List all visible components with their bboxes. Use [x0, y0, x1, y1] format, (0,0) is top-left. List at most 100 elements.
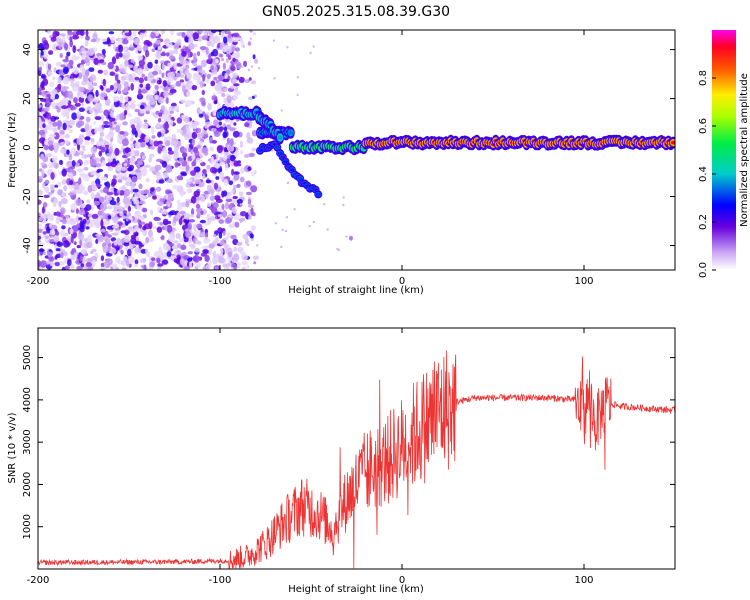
- noise-blob: [192, 62, 198, 66]
- noise-speck: [296, 76, 300, 79]
- noise-blob: [127, 112, 132, 117]
- noise-blob: [58, 41, 62, 49]
- noise-blob: [214, 195, 221, 201]
- noise-blob: [222, 88, 228, 92]
- noise-blob: [38, 104, 42, 109]
- noise-blob: [223, 178, 229, 187]
- noise-blob: [38, 212, 41, 216]
- noise-blob: [130, 58, 135, 63]
- noise-speck: [345, 235, 348, 238]
- noise-blob: [63, 185, 68, 192]
- noise-blob: [181, 32, 186, 38]
- noise-blob: [210, 179, 214, 185]
- noise-blob: [90, 256, 98, 263]
- noise-speck: [296, 93, 299, 97]
- noise-blob: [87, 234, 92, 240]
- noise-blob: [47, 140, 54, 146]
- noise-blob: [166, 251, 172, 257]
- noise-blob: [131, 127, 137, 135]
- noise-blob: [218, 121, 222, 126]
- noise-blob: [201, 181, 205, 187]
- noise-blob: [165, 136, 172, 140]
- noise-blob: [84, 139, 90, 146]
- noise-blob: [144, 105, 152, 112]
- noise-blob: [176, 38, 182, 44]
- noise-blob: [84, 124, 90, 132]
- noise-blob: [184, 36, 189, 43]
- noise-blob: [124, 109, 128, 116]
- noise-blob: [61, 225, 66, 230]
- noise-blob: [90, 138, 95, 142]
- noise-blob: [204, 114, 209, 121]
- noise-blob: [224, 201, 230, 210]
- noise-blob: [248, 77, 252, 81]
- noise-blob: [48, 162, 55, 169]
- noise-blob: [80, 91, 85, 99]
- x-tick-label: -100: [209, 575, 232, 586]
- noise-blob: [236, 198, 243, 205]
- noise-blob: [222, 210, 228, 218]
- noise-blob: [124, 32, 131, 37]
- snr-frame: [37, 327, 676, 570]
- noise-blob: [133, 117, 139, 124]
- noise-blob: [58, 159, 64, 166]
- noise-blob: [115, 257, 119, 263]
- noise-blob: [143, 264, 147, 270]
- noise-blob: [219, 53, 224, 58]
- noise-blob: [245, 180, 252, 187]
- noise-blob: [55, 211, 61, 217]
- noise-blob: [114, 74, 119, 82]
- noise-blob: [96, 141, 102, 147]
- noise-blob: [93, 221, 99, 226]
- noise-blob: [179, 237, 185, 242]
- noise-blob: [163, 90, 169, 98]
- noise-blob: [62, 107, 67, 114]
- noise-blob: [125, 103, 130, 110]
- noise-blob: [231, 72, 238, 79]
- noise-blob: [191, 131, 198, 139]
- noise-blob: [199, 80, 204, 89]
- noise-blob: [213, 119, 219, 126]
- noise-blob: [79, 238, 83, 246]
- noise-blob: [131, 170, 137, 176]
- noise-speck: [256, 244, 259, 247]
- noise-blob: [55, 105, 59, 109]
- noise-blob: [46, 112, 52, 120]
- noise-blob: [145, 49, 150, 58]
- noise-blob: [151, 126, 155, 134]
- noise-blob: [167, 150, 174, 155]
- noise-blob: [222, 78, 230, 83]
- noise-blob: [121, 215, 127, 220]
- noise-blob: [251, 147, 257, 152]
- noise-blob: [47, 251, 53, 259]
- noise-blob: [194, 44, 198, 47]
- noise-blob: [102, 38, 107, 42]
- noise-blob: [148, 235, 155, 243]
- noise-blob: [119, 190, 125, 196]
- noise-blob: [47, 30, 52, 34]
- noise-speck: [247, 68, 250, 72]
- noise-blob: [246, 265, 250, 269]
- noise-blob: [233, 149, 240, 158]
- noise-blob: [196, 223, 203, 229]
- noise-blob: [191, 84, 198, 91]
- noise-blob: [79, 86, 85, 92]
- noise-blob: [105, 88, 112, 93]
- noise-blob: [179, 66, 184, 75]
- noise-blob: [164, 225, 168, 231]
- noise-blob: [225, 58, 229, 64]
- noise-blob: [118, 69, 125, 73]
- noise-blob: [111, 178, 117, 186]
- noise-blob: [196, 240, 202, 245]
- noise-blob: [119, 63, 124, 68]
- noise-blob: [136, 172, 142, 180]
- noise-blob: [105, 134, 112, 140]
- noise-speck: [312, 45, 315, 48]
- noise-blob: [38, 110, 41, 117]
- noise-blob: [241, 253, 248, 261]
- noise-blob: [100, 114, 105, 123]
- noise-blob: [76, 137, 83, 146]
- spectrogram-ridge: [216, 105, 675, 241]
- noise-blob: [48, 71, 53, 76]
- noise-blob: [96, 53, 102, 57]
